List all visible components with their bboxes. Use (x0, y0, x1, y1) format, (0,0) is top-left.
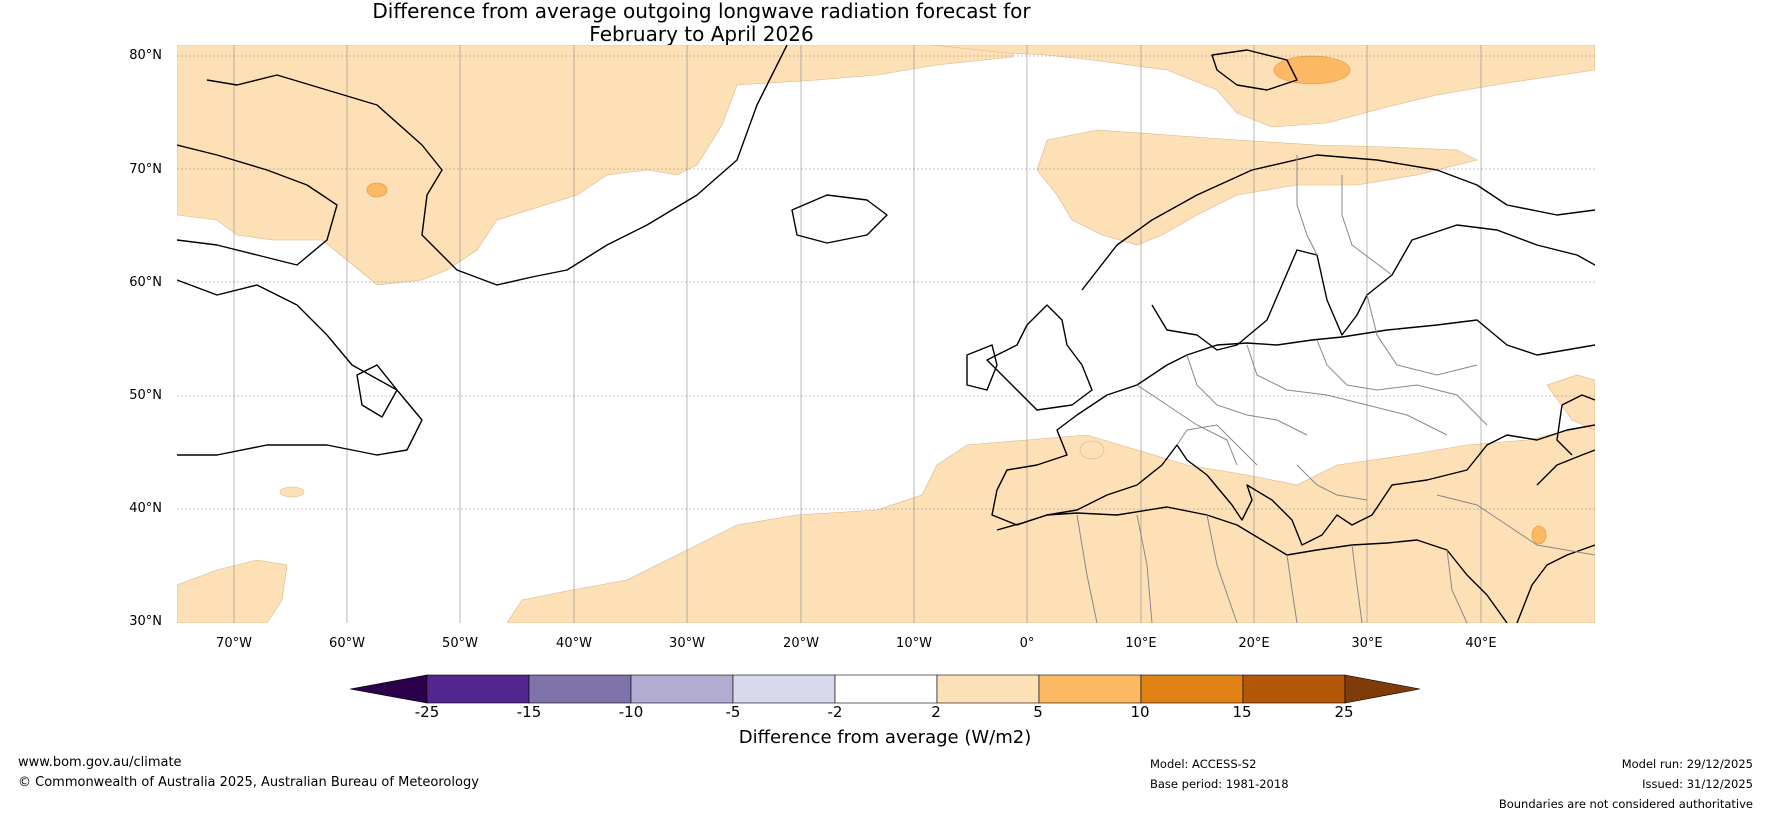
lon-label-70w: 70°W (216, 636, 252, 651)
coastline-caspian (1556, 394, 1595, 456)
map-title-line1: Difference from average outgoing longwav… (372, 0, 1031, 23)
copyright-text: © Commonwealth of Australia 2025, Austra… (18, 775, 479, 790)
anomaly-region-baffin (366, 182, 388, 198)
colorbar-segment (630, 674, 734, 704)
colorbar-label: Difference from average (W/m2) (738, 727, 1032, 748)
colorbar-segment (1140, 674, 1244, 704)
colorbar-under-triangle (350, 674, 428, 704)
lat-label-40n: 40°N (129, 501, 162, 516)
country-borders (1076, 155, 1595, 623)
model-run-text: Model run: 29/12/2025 (1621, 757, 1753, 771)
colorbar-tick: -10 (618, 703, 644, 721)
forecast-map (177, 45, 1595, 623)
colorbar-segment (528, 674, 632, 704)
lat-label-50n: 50°N (129, 388, 162, 403)
lon-label-20w: 20°W (783, 636, 819, 651)
anomaly-region-east-europe (1546, 374, 1595, 431)
colorbar-tick: -2 (827, 703, 843, 721)
lat-label-30n: 30°N (129, 614, 162, 629)
colorbar-tick: -25 (414, 703, 440, 721)
lon-label-0: 0° (1019, 636, 1035, 651)
anomaly-fill-5-10 (366, 55, 1547, 545)
coastline-greenland (206, 45, 788, 286)
anomaly-region-north-africa (506, 424, 1595, 623)
anomaly-region-turkey (1531, 525, 1547, 545)
colorbar-segment (936, 674, 1040, 704)
map-title: Difference from average outgoing longwav… (0, 0, 1403, 46)
lon-label-30e: 30°E (1351, 636, 1383, 651)
lon-label-40w: 40°W (556, 636, 592, 651)
coastline-newfoundland (356, 364, 398, 418)
colorbar-tick: -15 (516, 703, 542, 721)
anomaly-region-arctic (177, 45, 1018, 286)
lon-label-60w: 60°W (329, 636, 365, 651)
issued-text: Issued: 31/12/2025 (1642, 777, 1753, 791)
colorbar-tick: 2 (931, 703, 941, 721)
lon-label-30w: 30°W (669, 636, 705, 651)
colorbar (350, 674, 1420, 704)
lon-label-50w: 50°W (442, 636, 478, 651)
lon-label-10e: 10°E (1125, 636, 1157, 651)
coastline-north-africa (996, 506, 1508, 623)
coastline-svalbard (1211, 49, 1298, 91)
lon-label-20e: 20°E (1238, 636, 1270, 651)
anomaly-region-atlantic-spot (279, 486, 305, 498)
anomaly-region-spain-spot (1079, 440, 1105, 460)
anomaly-fill-2-5 (177, 45, 1595, 623)
anomaly-region-svalbard (1273, 55, 1351, 85)
colorbar-segment (426, 674, 530, 704)
anomaly-region-norwegian-sea (931, 45, 1595, 128)
lat-label-80n: 80°N (129, 48, 162, 63)
base-period-text: Base period: 1981-2018 (1150, 777, 1289, 791)
map-panel (177, 45, 1595, 623)
coastlines (177, 45, 1595, 623)
model-text: Model: ACCESS-S2 (1150, 757, 1257, 771)
colorbar-segment (1242, 674, 1346, 704)
website-link[interactable]: www.bom.gov.au/climate (18, 755, 182, 770)
colorbar-tick: 25 (1334, 703, 1354, 721)
lon-label-10w: 10°W (896, 636, 932, 651)
graticule (177, 45, 1595, 623)
lat-label-60n: 60°N (129, 275, 162, 290)
coastline-scandinavia (1081, 154, 1595, 351)
colorbar-tick: 10 (1130, 703, 1150, 721)
coastline-iceland (791, 194, 888, 244)
colorbar-segment (834, 674, 938, 704)
colorbar-over-triangle (1344, 674, 1420, 704)
anomaly-region-western-atlantic (177, 559, 288, 623)
colorbar-tick: 5 (1033, 703, 1043, 721)
disclaimer-text: Boundaries are not considered authoritat… (1498, 797, 1753, 811)
lon-label-40e: 40°E (1465, 636, 1497, 651)
colorbar-segment (1038, 674, 1142, 704)
coastline-british-isles (966, 304, 1093, 411)
colorbar-segment (732, 674, 836, 704)
colorbar-tick: -5 (725, 703, 741, 721)
coastline-western-europe (991, 319, 1595, 546)
coastline-baffin (177, 144, 338, 266)
map-title-line2: February to April 2026 (589, 22, 814, 46)
colorbar-tick: 15 (1232, 703, 1252, 721)
coastline-labrador (177, 279, 423, 456)
lat-label-70n: 70°N (129, 162, 162, 177)
